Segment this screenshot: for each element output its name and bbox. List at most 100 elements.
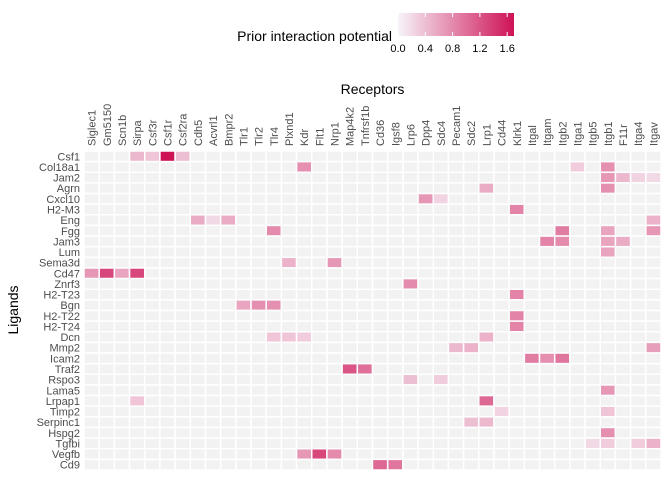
heatmap-cell	[98, 288, 116, 301]
heatmap-cell	[128, 224, 146, 237]
heatmap-cell	[174, 352, 192, 365]
heatmap-cell	[402, 267, 419, 280]
heatmap-cell	[311, 458, 328, 471]
heatmap-cell	[371, 224, 389, 237]
heatmap-cell	[311, 214, 328, 227]
heatmap-cell	[98, 224, 116, 237]
heatmap-cell	[159, 299, 176, 312]
heatmap-cell	[417, 373, 434, 386]
heatmap-cell	[599, 447, 617, 461]
heatmap-cell	[447, 299, 465, 312]
heatmap-cell-filled	[599, 426, 617, 439]
heatmap-cell	[326, 416, 343, 429]
heatmap-cell	[493, 150, 510, 163]
heatmap-cell	[113, 437, 131, 450]
heatmap-cell	[417, 309, 434, 322]
heatmap-cell	[189, 182, 207, 195]
heatmap-cell	[478, 192, 495, 205]
heatmap-cell	[493, 437, 510, 450]
heatmap-cell	[174, 341, 192, 354]
heatmap-cell	[538, 341, 556, 354]
heatmap-cell	[356, 245, 374, 259]
heatmap-cell	[356, 192, 374, 205]
heatmap-cell	[599, 352, 617, 365]
heatmap-cell	[83, 394, 100, 407]
heatmap-cell	[250, 214, 267, 227]
heatmap-cell	[113, 320, 131, 333]
heatmap-cell	[386, 150, 404, 163]
heatmap-cell	[311, 160, 328, 174]
heatmap-cell	[326, 203, 343, 216]
heatmap-cell-filled	[478, 331, 495, 344]
heatmap-cell	[462, 192, 480, 205]
heatmap-cell	[235, 331, 252, 344]
heatmap-cell	[295, 171, 313, 184]
heatmap-cell	[311, 373, 328, 386]
heatmap-cell	[538, 203, 556, 216]
heatmap-cell	[508, 405, 526, 418]
x-tick-label: Cdh5	[193, 120, 205, 146]
heatmap-cell	[432, 267, 450, 280]
heatmap-cell	[174, 214, 192, 227]
heatmap-cell	[614, 426, 632, 439]
heatmap-cell	[371, 416, 389, 429]
heatmap-cell	[113, 373, 131, 386]
heatmap-cell	[98, 437, 116, 450]
x-tick-label: Plxnd1	[284, 112, 296, 146]
heatmap-cell	[326, 384, 343, 397]
heatmap-cell	[235, 277, 252, 290]
heatmap-cell	[402, 160, 419, 174]
heatmap-cell	[371, 267, 389, 280]
heatmap-cell	[493, 394, 510, 407]
heatmap-cell	[614, 331, 632, 344]
heatmap-cell	[341, 426, 359, 439]
heatmap-cell-filled	[629, 437, 647, 450]
heatmap-cell	[599, 416, 617, 429]
heatmap-cell	[447, 394, 465, 407]
heatmap-cell	[250, 437, 267, 450]
heatmap-cell	[432, 309, 450, 322]
heatmap-cell	[356, 299, 374, 312]
heatmap-cell-filled	[599, 245, 617, 259]
heatmap-cell	[250, 235, 267, 248]
x-tick-label: Igsf8	[390, 122, 402, 146]
heatmap-cell	[493, 416, 510, 429]
heatmap-cell	[386, 214, 404, 227]
heatmap-cell	[508, 150, 526, 163]
heatmap-cell	[402, 256, 419, 269]
heatmap-cell	[113, 341, 131, 354]
heatmap-cell	[478, 352, 495, 365]
heatmap-cell-filled	[174, 150, 192, 163]
heatmap-cell	[143, 426, 161, 439]
heatmap-cell	[189, 426, 207, 439]
heatmap-cell	[553, 299, 571, 312]
heatmap-cell	[174, 384, 192, 397]
heatmap-cell	[508, 416, 526, 429]
heatmap-cell	[204, 309, 222, 322]
heatmap-cell	[280, 373, 298, 386]
heatmap-cell	[341, 341, 359, 354]
heatmap-cell	[128, 299, 146, 312]
heatmap-cell	[341, 437, 359, 450]
heatmap-cell	[538, 182, 556, 195]
heatmap-cell	[508, 245, 526, 259]
heatmap-cell	[83, 437, 100, 450]
heatmap-cell-filled	[599, 182, 617, 195]
y-tick-label: Sema3d	[39, 258, 80, 270]
heatmap-cell	[371, 235, 389, 248]
heatmap-cell	[204, 192, 222, 205]
heatmap-cell	[386, 235, 404, 248]
heatmap-cell	[447, 245, 465, 259]
heatmap-cell	[113, 394, 131, 407]
y-tick-label: Lum	[59, 247, 80, 259]
heatmap-cell	[508, 394, 526, 407]
heatmap-cell	[204, 447, 222, 461]
heatmap-cell	[371, 405, 389, 418]
heatmap-cell	[326, 245, 343, 259]
heatmap-cell	[295, 362, 313, 376]
heatmap-cell	[341, 299, 359, 312]
heatmap-cell	[629, 267, 647, 280]
x-tick-label: Itgav	[648, 122, 660, 146]
heatmap-cell	[629, 192, 647, 205]
heatmap-cell	[538, 171, 556, 184]
